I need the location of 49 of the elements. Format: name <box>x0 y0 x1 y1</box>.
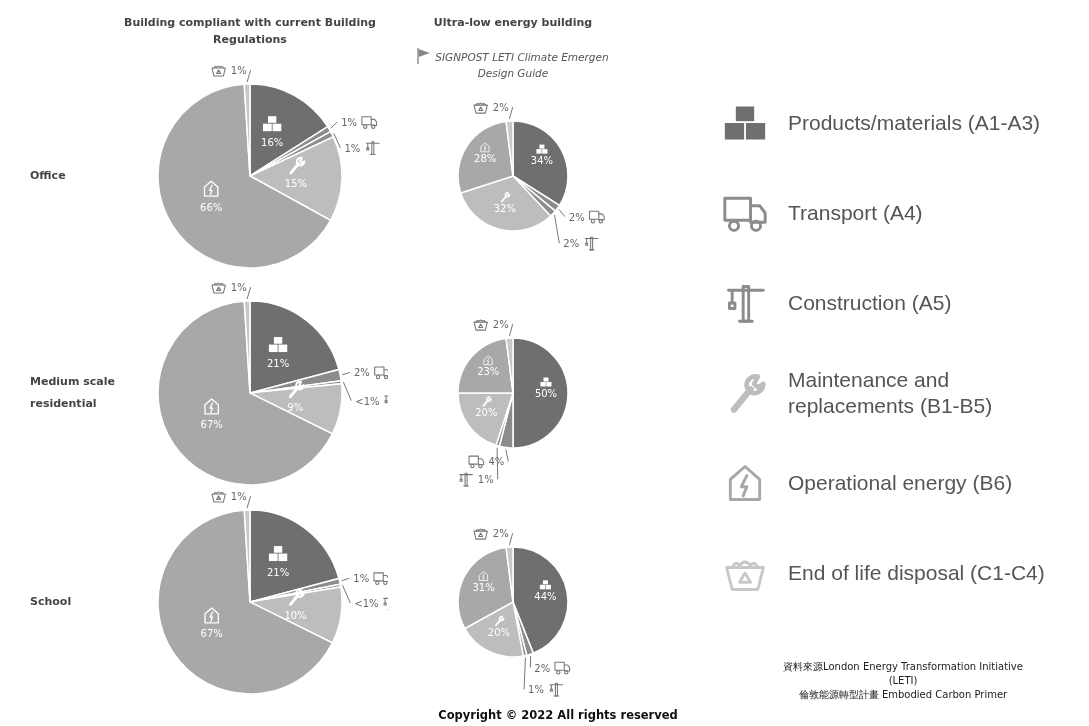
data-label: 20% <box>475 407 498 419</box>
legend-label: Construction (A5) <box>788 290 953 316</box>
data-label: <1% <box>355 395 380 407</box>
text: 資料來源London Energy Transformation Initiative (LETI) 倫敦能源轉型計畫 Embodied Carbon Primer <box>782 660 1024 702</box>
data-label: 66% <box>200 201 223 213</box>
text: Medium scale residential <box>30 374 116 412</box>
legend-label: Operational energy (B6) <box>788 470 1014 496</box>
data-label: 20% <box>487 626 511 638</box>
data-label: 67% <box>200 419 223 431</box>
data-label: 34% <box>530 155 554 167</box>
data-label: 1% <box>353 573 370 585</box>
text: Copyright © 2022 All rights reserved <box>437 708 679 722</box>
data-label: 2% <box>492 102 509 114</box>
chart-title: Ultra-low energy building <box>432 15 594 31</box>
data-label: 2% <box>353 367 370 379</box>
text: School <box>30 594 73 610</box>
data-label: 2% <box>563 238 580 250</box>
data-label: 67% <box>200 628 223 640</box>
data-label: 16% <box>261 136 284 148</box>
data-label: 15% <box>284 178 308 190</box>
data-label: 2% <box>534 662 551 674</box>
data-label: <1% <box>354 598 379 610</box>
data-label: 1% <box>230 282 247 294</box>
data-label: 31% <box>472 582 495 594</box>
data-label: 44% <box>534 590 557 602</box>
data-label: 50% <box>534 388 558 399</box>
data-label: 9% <box>287 402 304 414</box>
legend-label: Products/materials (A1-A3) <box>788 110 1042 136</box>
chart-subtitle: SIGNPOST LETI Climate Emergen Design Guide <box>434 50 610 81</box>
data-label: 1% <box>528 684 544 696</box>
data-label: 28% <box>474 153 497 165</box>
text: Office <box>30 168 67 184</box>
data-label: 10% <box>284 609 307 621</box>
data-label: 23% <box>477 366 500 378</box>
data-label: 1% <box>230 491 247 503</box>
data-label: 1% <box>341 117 358 129</box>
data-label: 2% <box>492 319 509 331</box>
data-label: 32% <box>493 202 516 214</box>
data-label: 21% <box>266 357 290 369</box>
data-label: 1% <box>230 65 247 77</box>
data-label: 1% <box>344 142 361 154</box>
data-label: 21% <box>266 566 290 578</box>
data-label: 1% <box>477 474 494 486</box>
data-label: 2% <box>568 211 585 223</box>
legend-label: Transport (A4) <box>788 200 924 226</box>
legend-label: Maintenance and replacements (B1-B5) <box>788 367 994 419</box>
legend-label: End of life disposal (C1-C4) <box>788 560 1046 586</box>
data-label: 2% <box>492 528 509 540</box>
chart-title: Building compliant with current Building Regulations <box>123 15 377 48</box>
